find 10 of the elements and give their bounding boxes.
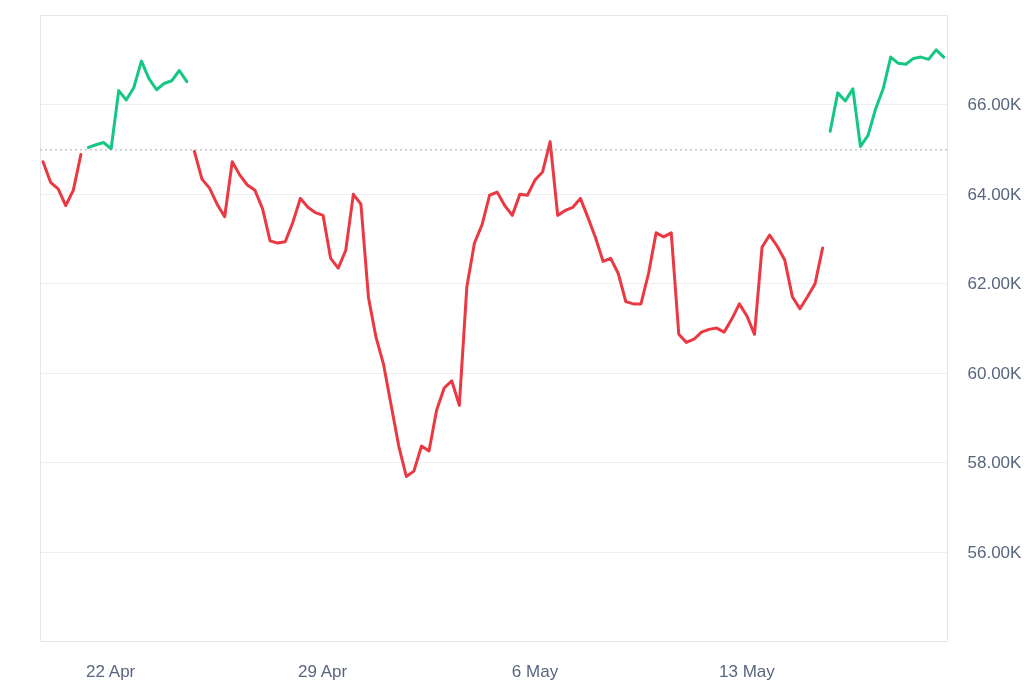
x-tick-label: 6 May — [511, 661, 559, 681]
y-tick-label: 62.00K — [967, 274, 1023, 294]
x-tick-label: 22 Apr — [86, 661, 136, 681]
y-tick-label: 64.00K — [967, 184, 1023, 204]
y-tick-label: 66.00K — [967, 95, 1023, 115]
y-tick-label: 60.00K — [967, 363, 1023, 383]
y-tick-label: 58.00K — [967, 453, 1023, 473]
y-tick-label: 56.00K — [967, 542, 1023, 562]
x-tick-label: 29 Apr — [298, 661, 348, 681]
x-tick-label: 13 May — [719, 661, 776, 681]
